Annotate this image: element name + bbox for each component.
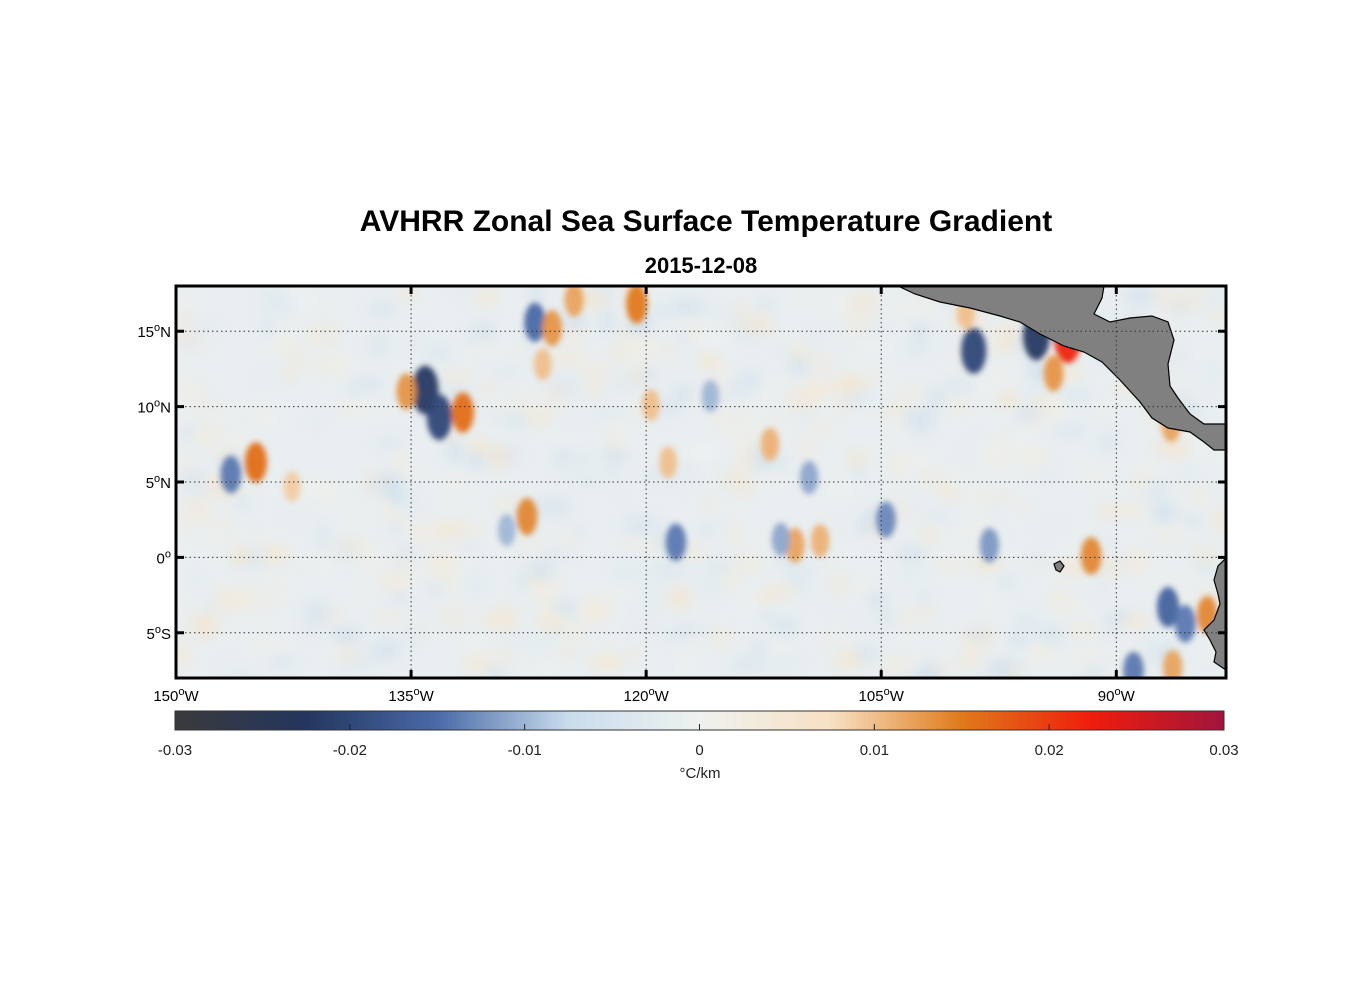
gradient-feature-28: [1080, 537, 1102, 575]
lon-label-150: 150oW: [153, 686, 199, 705]
gradient-feature-16: [659, 446, 677, 479]
colorbar-ticks: -0.03 -0.02 -0.01 0 0.01 0.02 0.03: [158, 724, 1239, 759]
land-mask: [897, 286, 1226, 671]
gradient-feature-33: [1123, 651, 1144, 678]
gradient-feature-12: [516, 497, 538, 536]
gradient-feature-10: [626, 286, 648, 324]
colorbar-tick-label: 0.02: [1035, 742, 1064, 759]
gradient-feature-4: [244, 442, 267, 483]
map-tick-marks: [174, 286, 1226, 678]
lon-label-90: 90oW: [1098, 686, 1136, 705]
colorbar-tick-label: 0: [695, 742, 703, 759]
gradient-feature-14: [665, 523, 687, 562]
gradient-feature-7: [524, 302, 546, 342]
gradient-feature-1: [426, 394, 452, 441]
gradient-feature-29: [1156, 586, 1180, 628]
gradient-feature-23: [961, 327, 987, 374]
gradient-feature-17: [701, 380, 720, 413]
gradient-feature-2: [396, 373, 417, 410]
lon-label-105: 105oW: [859, 686, 905, 705]
latitude-tick-labels: 15oN 10oN 5oN 0o 5oS: [137, 322, 171, 643]
chart-subtitle: 2015-12-08: [644, 253, 758, 278]
ocean-background: [176, 286, 1226, 678]
gradient-feature-27: [979, 527, 1000, 563]
land-south-america: [1203, 557, 1226, 671]
colorbar-tick-label: 0.03: [1209, 742, 1238, 759]
colorbar-unit-label: °C/km: [680, 765, 721, 782]
gradient-feature-22: [876, 501, 896, 538]
gradient-feature-21: [810, 524, 830, 558]
gradient-feature-5: [220, 455, 242, 494]
lat-label-10N: 10oN: [137, 398, 171, 417]
lat-label-5N: 5oN: [146, 473, 171, 492]
land-central-america: [897, 286, 1226, 451]
gradient-feature-26: [1043, 355, 1064, 392]
gradient-feature-32: [1163, 650, 1183, 678]
map-plot-area: 150oW 135oW 120oW 105oW 90oW 15oN 10oN 5oN 0o 5o…: [137, 284, 1228, 705]
longitude-tick-labels: 150oW 135oW 120oW 105oW 90oW: [153, 686, 1135, 705]
lon-label-120: 120oW: [623, 686, 669, 705]
gradient-feature-6: [283, 471, 301, 502]
gradient-feature-9: [564, 286, 584, 317]
chart-title: AVHRR Zonal Sea Surface Temperature Grad…: [359, 205, 1053, 238]
colorbar-tick-label: 0.01: [860, 742, 889, 759]
gradient-feature-18: [760, 427, 780, 461]
gradient-feature-35: [771, 522, 791, 556]
colorbar: -0.03 -0.02 -0.01 0 0.01 0.02 0.03 °C/km: [158, 710, 1239, 782]
gradient-feature-19: [799, 460, 819, 495]
gradient-feature-13: [497, 514, 516, 547]
lat-label-15N: 15oN: [137, 322, 171, 341]
colorbar-tick-label: -0.03: [158, 742, 192, 759]
lon-label-135: 135oW: [388, 686, 434, 705]
gradient-feature-30: [1175, 604, 1196, 643]
colorbar-tick-label: -0.02: [333, 742, 367, 759]
gradient-feature-3: [451, 392, 474, 433]
land-galapagos: [1053, 560, 1065, 573]
gradient-feature-8: [542, 310, 562, 347]
gradient-feature-20: [785, 527, 805, 563]
lat-label-0: 0o: [157, 548, 171, 567]
lat-label-5S: 5oS: [147, 624, 171, 643]
gradient-feature-15: [642, 389, 660, 422]
colorbar-tick-label: -0.01: [508, 742, 542, 759]
gradient-feature-11: [533, 348, 552, 381]
